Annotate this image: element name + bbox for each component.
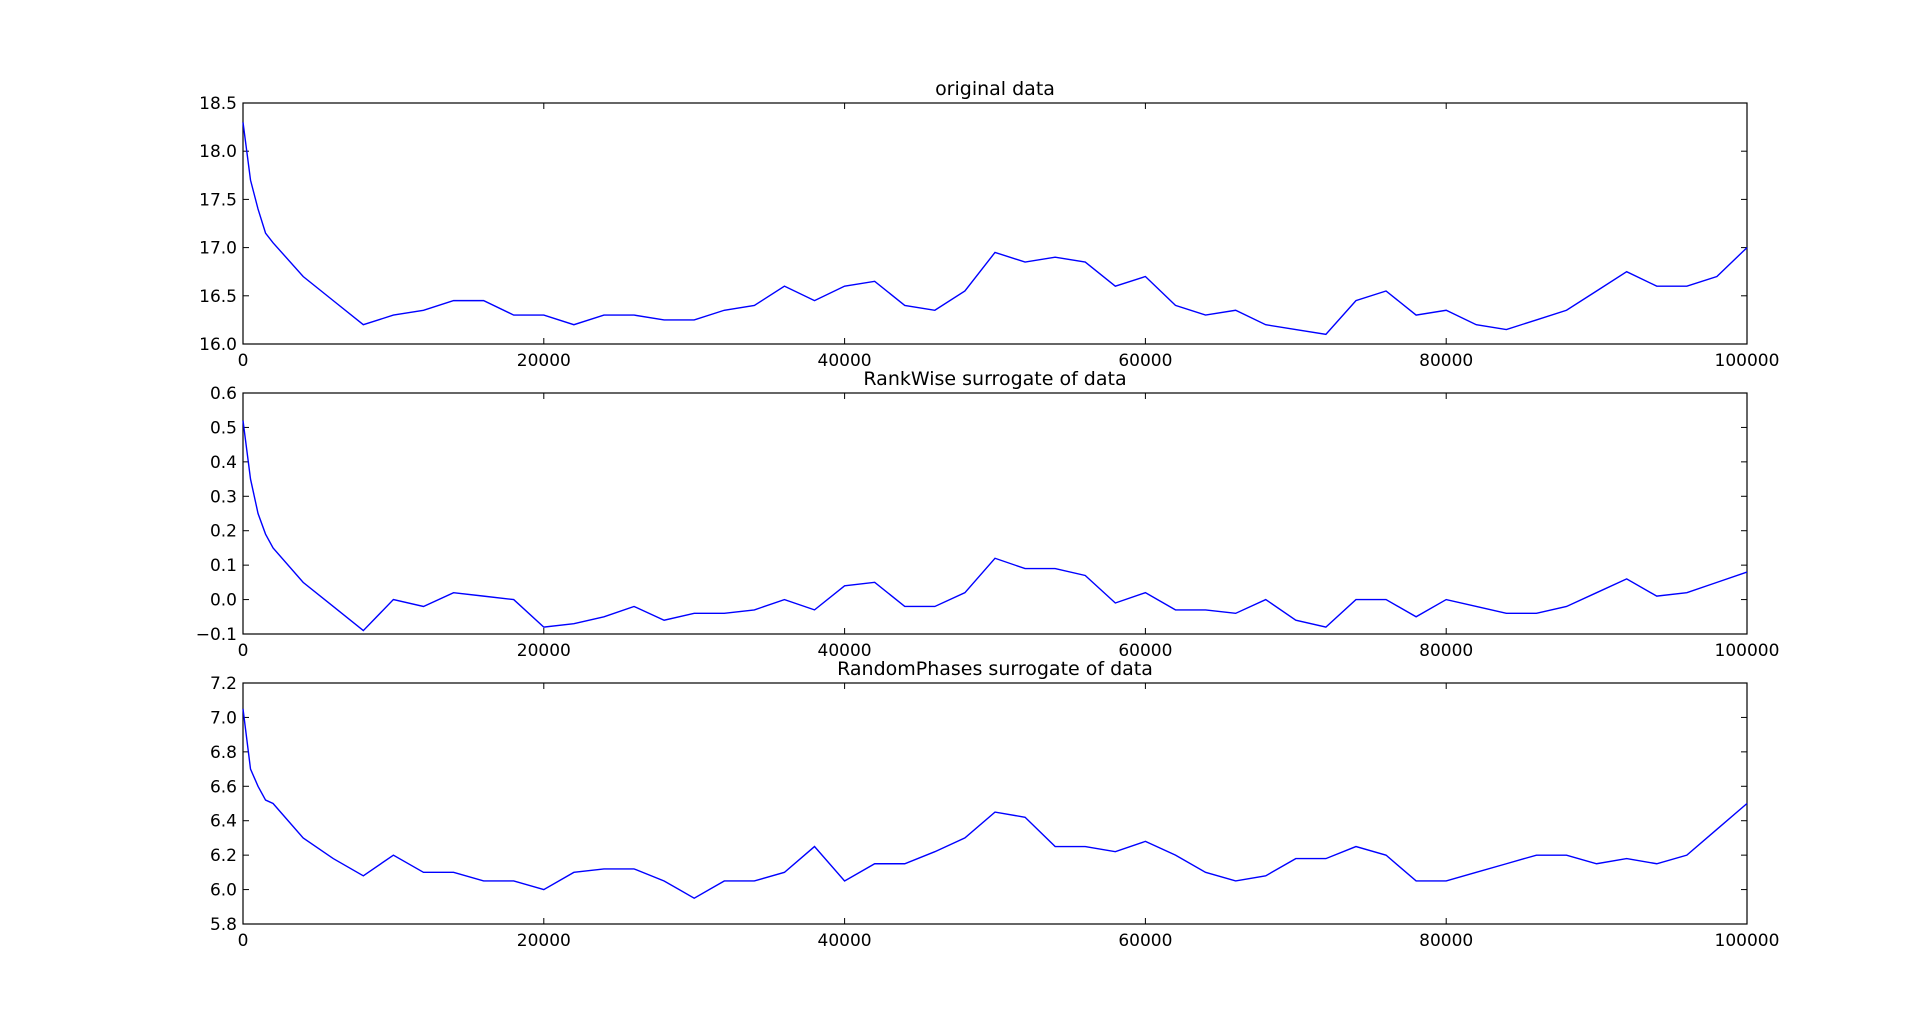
x-tick-label: 40000 [818, 931, 872, 951]
y-tick-label: 0.1 [210, 556, 237, 576]
y-tick-label: 6.8 [210, 743, 237, 763]
y-tick-label: 0.3 [210, 487, 237, 507]
x-tick-label: 40000 [818, 641, 872, 661]
y-tick-label: 0.6 [210, 384, 237, 404]
chart-title: RankWise surrogate of data [863, 368, 1126, 390]
x-tick-label: 100000 [1715, 351, 1780, 371]
x-tick-label: 100000 [1715, 641, 1780, 661]
y-tick-label: 6.6 [210, 777, 237, 797]
x-tick-label: 60000 [1118, 641, 1172, 661]
x-tick-label: 60000 [1118, 351, 1172, 371]
x-tick-label: 0 [238, 641, 249, 661]
data-line [242, 708, 1748, 899]
y-tick-label: 16.5 [199, 287, 237, 307]
plot-frame [242, 682, 1748, 925]
y-tick-label: 6.2 [210, 846, 237, 866]
y-tick-label: 18.0 [199, 142, 237, 162]
x-tick-label: 80000 [1419, 641, 1473, 661]
y-tick-label: 6.4 [210, 812, 237, 832]
y-tick-label: 0.0 [210, 591, 237, 611]
y-tick-label: 0.5 [210, 418, 237, 438]
x-tick-label: 80000 [1419, 351, 1473, 371]
plot-frame [242, 392, 1748, 635]
x-tick-label: 0 [238, 351, 249, 371]
x-tick-label: 0 [238, 931, 249, 951]
data-line [242, 122, 1748, 336]
plot-frame [242, 102, 1748, 345]
chart-title: RandomPhases surrogate of data [837, 658, 1153, 680]
y-tick-label: 7.2 [210, 674, 237, 694]
x-tick-label: 100000 [1715, 931, 1780, 951]
x-tick-label: 60000 [1118, 931, 1172, 951]
y-tick-label: 18.5 [199, 94, 237, 114]
y-tick-label: 0.2 [210, 522, 237, 542]
x-tick-label: 80000 [1419, 931, 1473, 951]
y-tick-label: 5.8 [210, 915, 237, 935]
y-tick-label: 0.4 [210, 453, 237, 473]
y-tick-label: 17.5 [199, 190, 237, 210]
y-tick-label: 7.0 [210, 708, 237, 728]
y-tick-label: −0.1 [196, 625, 237, 645]
chart-title: original data [935, 78, 1055, 100]
x-tick-label: 20000 [517, 351, 571, 371]
y-tick-label: 16.0 [199, 335, 237, 355]
x-tick-label: 20000 [517, 641, 571, 661]
x-tick-label: 40000 [818, 351, 872, 371]
x-tick-label: 20000 [517, 931, 571, 951]
y-tick-label: 17.0 [199, 239, 237, 259]
y-tick-label: 6.0 [210, 881, 237, 901]
data-line [242, 420, 1748, 632]
